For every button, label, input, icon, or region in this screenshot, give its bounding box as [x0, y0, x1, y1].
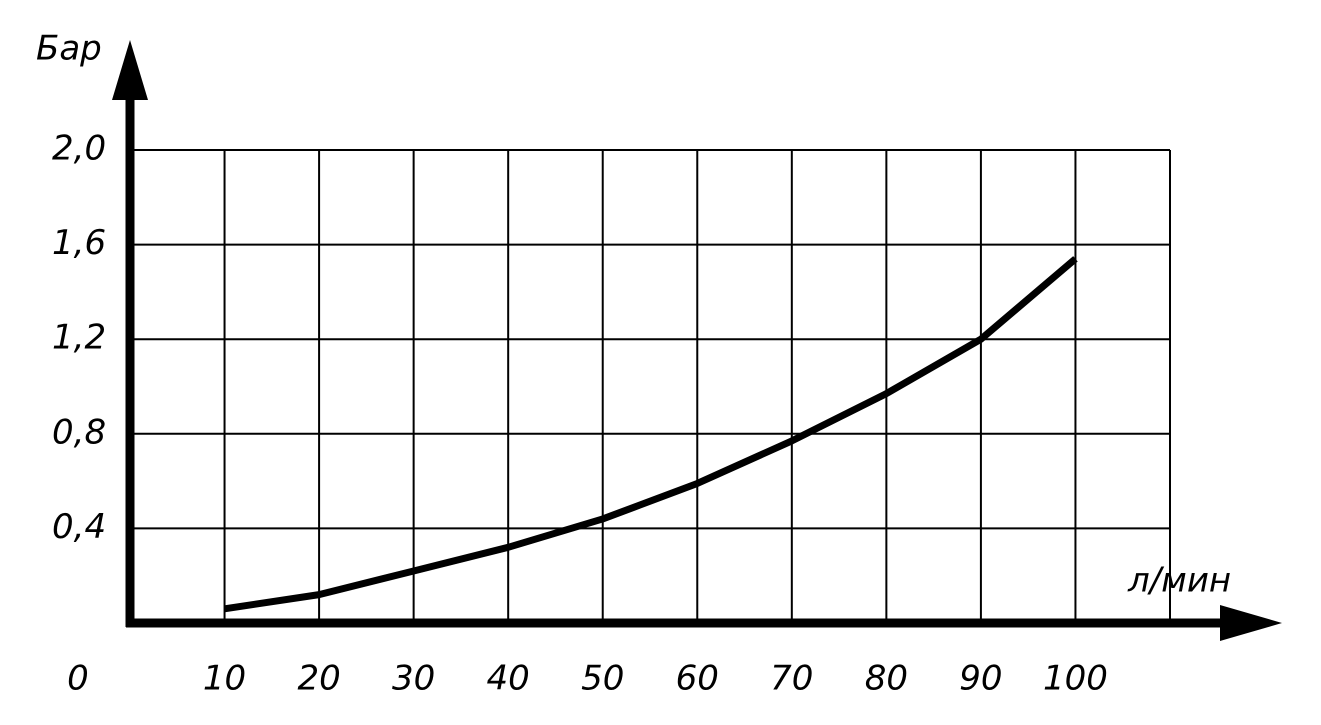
x-tick-label: 0 [67, 659, 89, 699]
x-tick-label: 50 [581, 659, 624, 699]
y-axis-arrow [112, 40, 148, 100]
x-axis-arrow [1220, 605, 1282, 641]
y-tick-label: 1,6 [52, 223, 106, 263]
x-axis-label: л/мин [1127, 561, 1231, 601]
x-tick-label: 40 [487, 659, 530, 699]
x-tick-label: 30 [392, 659, 435, 699]
x-tick-label: 20 [297, 659, 340, 699]
data-line [224, 256, 1078, 613]
y-tick-label: 1,2 [52, 318, 106, 358]
y-tick-label: 0,8 [52, 412, 106, 452]
y-tick-label: 0,4 [52, 507, 106, 547]
x-tick-label: 80 [865, 659, 908, 699]
x-tick-label: 70 [770, 659, 813, 699]
x-tick-label: 60 [676, 659, 719, 699]
x-tick-label: 10 [203, 659, 246, 699]
y-tick-label: 2,0 [52, 129, 106, 169]
x-tick-label: 100 [1043, 659, 1108, 699]
y-axis-label: Бар [36, 29, 102, 69]
x-tick-label: 90 [959, 659, 1002, 699]
